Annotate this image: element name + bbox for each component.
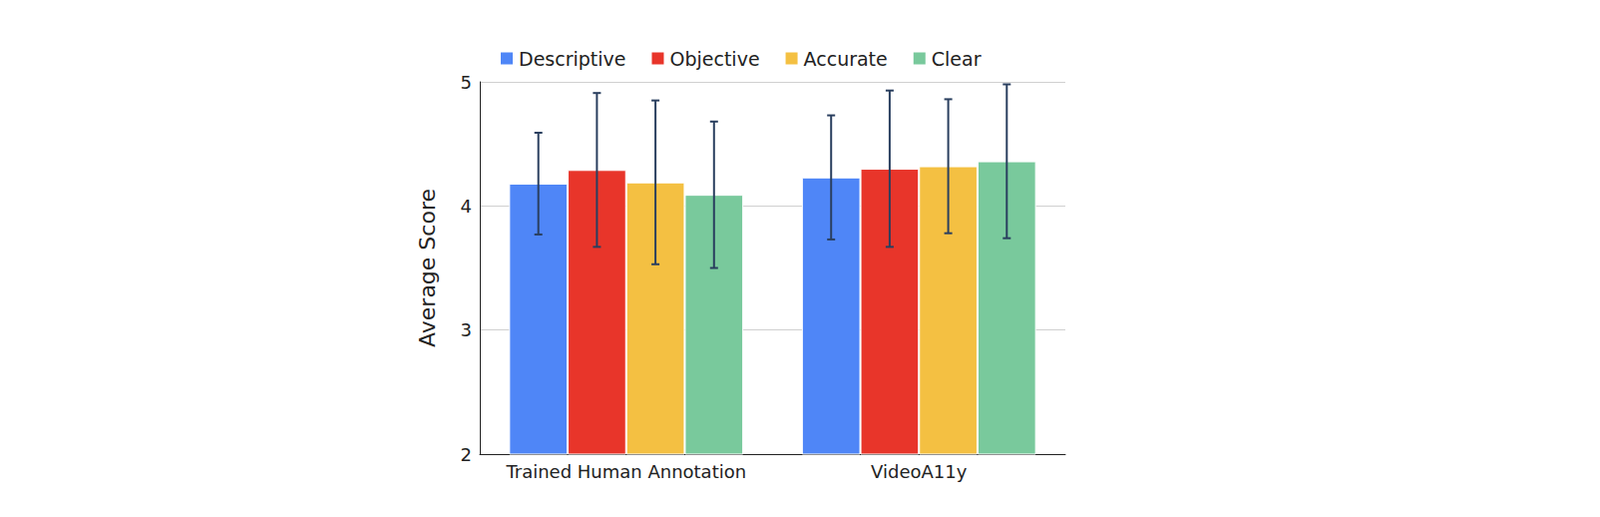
svg-text:Clear: Clear: [931, 47, 982, 70]
svg-text:Accurate: Accurate: [803, 47, 888, 70]
svg-text:3: 3: [460, 319, 472, 341]
svg-text:Average Score: Average Score: [414, 188, 440, 348]
svg-text:Descriptive: Descriptive: [518, 47, 626, 70]
svg-text:4: 4: [460, 195, 472, 217]
svg-text:5: 5: [460, 71, 472, 93]
svg-text:2: 2: [460, 443, 472, 465]
svg-text:VideoA11y: VideoA11y: [870, 460, 968, 482]
svg-text:Trained Human Annotation: Trained Human Annotation: [504, 460, 747, 482]
svg-text:Objective: Objective: [669, 47, 760, 70]
